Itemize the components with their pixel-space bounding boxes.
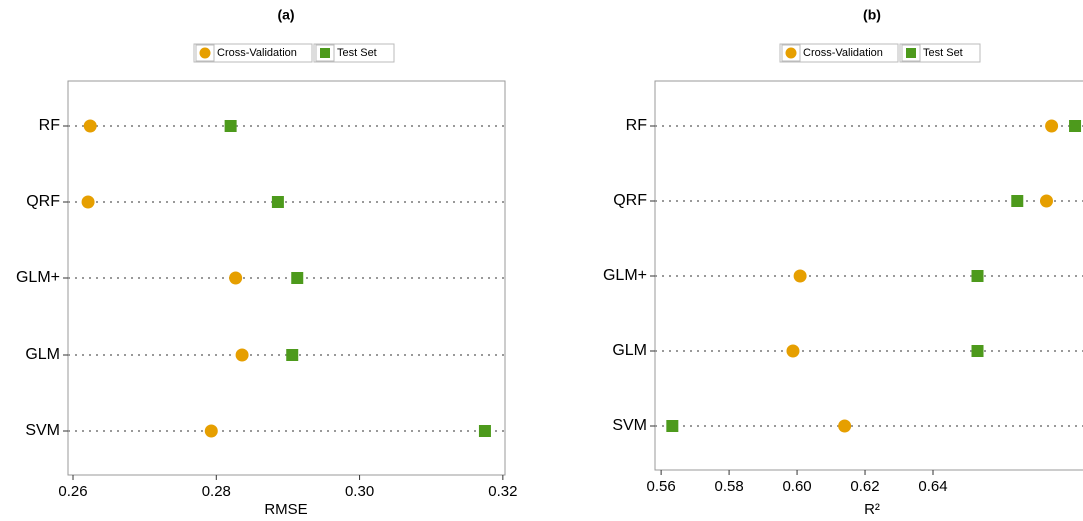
x-tick-label: 0.64 <box>918 478 947 495</box>
x-tick-label: 0.32 <box>488 483 517 500</box>
legend-key <box>320 48 330 58</box>
cv-point <box>786 344 800 358</box>
x-tick-label: 0.26 <box>58 483 87 500</box>
cv-point <box>81 195 95 209</box>
x-axis-title: R² <box>864 501 880 518</box>
x-tick-label: 0.56 <box>647 478 676 495</box>
x-axis-title: RMSE <box>264 501 307 518</box>
cv-point <box>204 424 218 438</box>
legend-box <box>779 43 899 63</box>
legend-label: Test Set <box>923 47 963 59</box>
y-tick-label: GLM <box>25 346 60 363</box>
test-point <box>666 420 679 432</box>
y-tick-label: QRF <box>26 193 60 210</box>
y-tick-label: GLM <box>612 342 647 359</box>
test-point <box>971 270 984 282</box>
legend-label: Cross-Validation <box>803 47 883 59</box>
x-tick-label: 0.60 <box>782 478 811 495</box>
cv-point <box>1040 194 1053 208</box>
test-point <box>291 272 304 284</box>
test-point <box>271 196 284 208</box>
test-point <box>286 349 299 361</box>
test-point <box>224 120 237 132</box>
x-tick-label: 0.28 <box>202 483 231 500</box>
cv-point <box>1045 119 1059 133</box>
y-tick-label: RF <box>626 117 648 134</box>
legend-key <box>199 47 211 59</box>
x-tick-label: 0.58 <box>714 478 743 495</box>
test-point <box>1069 120 1082 132</box>
legend-box <box>193 43 313 63</box>
y-tick-label: GLM+ <box>603 267 647 284</box>
y-tick-label: GLM+ <box>16 269 60 286</box>
cv-point <box>83 119 97 133</box>
legend-key <box>906 48 916 58</box>
y-tick-label: QRF <box>613 192 647 209</box>
y-tick-label: RF <box>39 117 61 134</box>
y-tick-label: SVM <box>612 417 647 434</box>
x-tick-label: 0.30 <box>345 483 374 500</box>
panel-title: (a) <box>277 7 294 23</box>
cv-point <box>793 269 807 283</box>
test-point <box>971 345 984 357</box>
y-tick-label: SVM <box>25 422 60 439</box>
legend-key <box>785 47 797 59</box>
cv-point <box>229 271 243 285</box>
legend-label: Test Set <box>337 47 377 59</box>
cv-point <box>838 419 852 433</box>
panel-title: (b) <box>863 7 881 23</box>
test-point <box>1011 195 1024 207</box>
legend-label: Cross-Validation <box>217 47 297 59</box>
test-point <box>478 425 491 437</box>
cv-point <box>235 348 249 362</box>
x-tick-label: 0.62 <box>850 478 879 495</box>
